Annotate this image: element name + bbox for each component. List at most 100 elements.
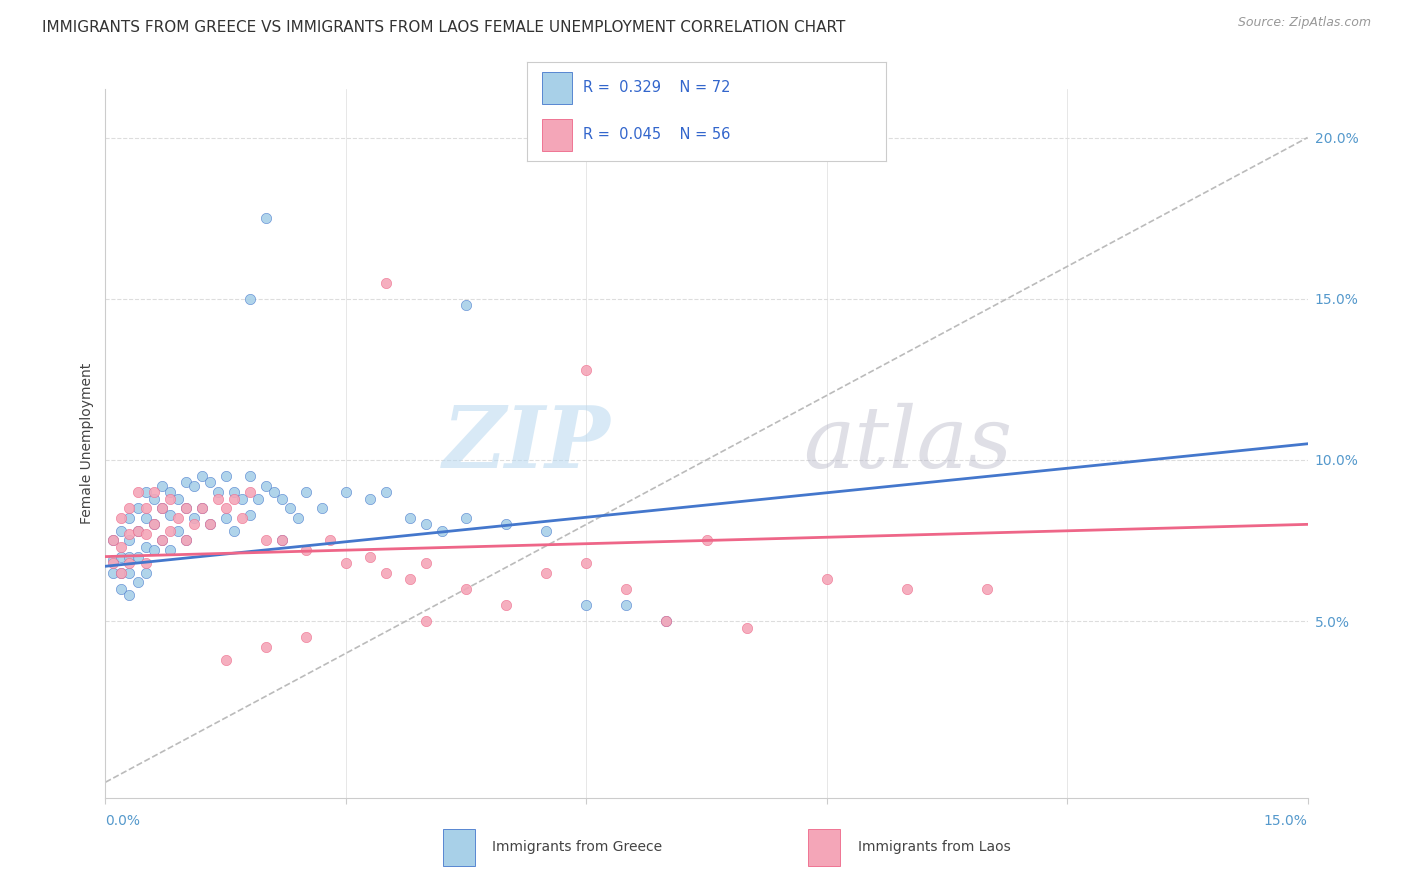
Point xyxy=(150,478,173,492)
Point xyxy=(231,491,253,506)
Point xyxy=(534,524,557,538)
Point xyxy=(295,485,318,500)
Point xyxy=(495,598,517,612)
Point xyxy=(127,524,149,538)
Point xyxy=(142,517,165,532)
Point xyxy=(166,511,188,525)
Point xyxy=(150,501,173,516)
Text: 0.0%: 0.0% xyxy=(105,814,141,828)
Point xyxy=(166,524,188,538)
FancyBboxPatch shape xyxy=(541,72,572,103)
Point xyxy=(246,491,269,506)
Point xyxy=(127,524,149,538)
Text: R =  0.329    N = 72: R = 0.329 N = 72 xyxy=(583,80,730,95)
Text: R =  0.045    N = 56: R = 0.045 N = 56 xyxy=(583,127,730,142)
Point xyxy=(150,533,173,548)
Point xyxy=(335,556,357,570)
Point xyxy=(374,485,398,500)
Point xyxy=(166,491,188,506)
Point xyxy=(295,630,318,644)
Point xyxy=(135,556,157,570)
Point xyxy=(207,485,229,500)
Point xyxy=(454,582,477,596)
Point xyxy=(142,517,165,532)
Point xyxy=(415,556,437,570)
Point xyxy=(359,549,381,564)
Point xyxy=(311,501,333,516)
Point xyxy=(278,501,301,516)
Text: Source: ZipAtlas.com: Source: ZipAtlas.com xyxy=(1237,16,1371,29)
Point xyxy=(118,511,141,525)
Point xyxy=(239,292,262,306)
Point xyxy=(319,533,342,548)
Point xyxy=(150,533,173,548)
Point xyxy=(295,543,318,558)
Point xyxy=(214,469,236,483)
Text: Immigrants from Greece: Immigrants from Greece xyxy=(492,840,662,855)
Point xyxy=(183,478,205,492)
Point xyxy=(399,511,422,525)
Point xyxy=(616,582,638,596)
Point xyxy=(270,491,292,506)
Point xyxy=(159,543,181,558)
Point xyxy=(359,491,381,506)
Point xyxy=(159,491,181,506)
Point xyxy=(207,491,229,506)
Point xyxy=(118,533,141,548)
Point xyxy=(103,533,125,548)
Point xyxy=(222,524,245,538)
Point xyxy=(150,501,173,516)
Point xyxy=(127,549,149,564)
Point xyxy=(110,524,132,538)
Point xyxy=(127,575,149,590)
Point xyxy=(118,501,141,516)
Point xyxy=(254,211,277,226)
Point xyxy=(174,475,197,490)
Point xyxy=(110,566,132,580)
Point xyxy=(222,491,245,506)
Point xyxy=(103,533,125,548)
Point xyxy=(399,572,422,586)
Point xyxy=(254,640,277,654)
Point xyxy=(575,598,598,612)
Point xyxy=(110,540,132,554)
Point xyxy=(616,598,638,612)
Point xyxy=(655,614,678,628)
Point xyxy=(159,508,181,522)
Point xyxy=(190,501,212,516)
Point xyxy=(575,556,598,570)
Point xyxy=(655,614,678,628)
Point xyxy=(896,582,918,596)
Point xyxy=(495,517,517,532)
Point xyxy=(287,511,309,525)
Point xyxy=(159,485,181,500)
Point xyxy=(127,501,149,516)
Point xyxy=(135,527,157,541)
Point xyxy=(214,501,236,516)
Point xyxy=(183,517,205,532)
Point xyxy=(110,582,132,596)
Point xyxy=(103,556,125,570)
Point xyxy=(127,485,149,500)
Point xyxy=(415,517,437,532)
Point xyxy=(430,524,453,538)
Point xyxy=(135,501,157,516)
Point xyxy=(159,524,181,538)
Point xyxy=(239,508,262,522)
Point xyxy=(534,566,557,580)
Point xyxy=(735,620,758,634)
Point xyxy=(142,543,165,558)
Point xyxy=(214,653,236,667)
Point xyxy=(214,511,236,525)
FancyBboxPatch shape xyxy=(808,829,841,866)
Point xyxy=(335,485,357,500)
Point xyxy=(118,566,141,580)
Text: atlas: atlas xyxy=(803,402,1012,485)
Point xyxy=(142,485,165,500)
Text: Immigrants from Laos: Immigrants from Laos xyxy=(858,840,1011,855)
Point xyxy=(263,485,285,500)
Point xyxy=(135,540,157,554)
Point xyxy=(118,556,141,570)
Point xyxy=(815,572,838,586)
Point xyxy=(135,511,157,525)
